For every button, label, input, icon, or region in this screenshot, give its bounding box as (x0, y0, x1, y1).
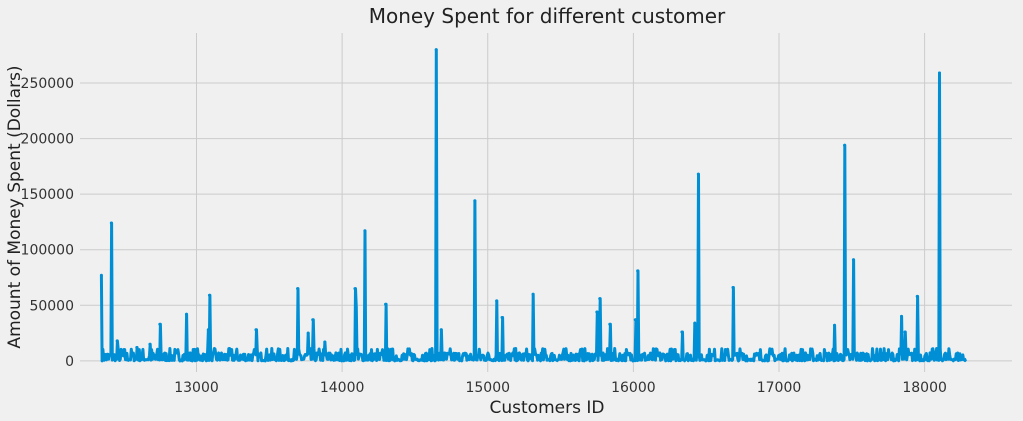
spike-point (473, 199, 477, 203)
grid (80, 33, 1012, 372)
spike-point (184, 312, 188, 316)
spike-point (636, 269, 640, 273)
y-axis-label: Amount of Money Spent (Dollars) (5, 65, 25, 348)
spike-point (598, 297, 602, 301)
y-tick-label: 150000 (21, 187, 74, 203)
spike-point (851, 258, 855, 262)
spike-point (254, 328, 258, 332)
spike-point (608, 322, 612, 326)
spike-point (384, 302, 388, 306)
spike-point (99, 273, 103, 277)
spike-point (595, 310, 599, 314)
spike-point (696, 172, 700, 176)
spike-point (439, 328, 443, 332)
spike-point (633, 318, 637, 322)
series-layer (99, 48, 968, 363)
chart-title: Money Spent for different customer (369, 4, 726, 28)
spike-point (115, 339, 119, 343)
spike-point (903, 330, 907, 334)
y-tick-label: 0 (65, 354, 74, 370)
spike-point (353, 287, 357, 291)
spike-point (363, 229, 367, 233)
spike-point (531, 292, 535, 296)
spike-point (495, 299, 499, 303)
spike-point (500, 316, 504, 320)
x-tick-label: 18000 (902, 380, 947, 396)
x-tick-label: 17000 (757, 380, 802, 396)
spike-point (731, 286, 735, 290)
spike-point (937, 71, 941, 75)
tick-labels: 0 50000 100000 150000 200000 250000 13000 14000… (21, 76, 947, 396)
spike-point (311, 318, 315, 322)
spike-point (296, 287, 300, 291)
spike-point (206, 328, 210, 332)
spike-point (109, 221, 113, 225)
spike-point (915, 294, 919, 298)
x-tick-label: 15000 (465, 380, 510, 396)
y-tick-label: 100000 (21, 243, 74, 259)
spike-point (148, 342, 152, 346)
y-tick-label: 200000 (21, 132, 74, 148)
spike-point (306, 331, 310, 335)
spike-point (207, 293, 211, 297)
spike-point (693, 321, 697, 325)
series-line (99, 48, 968, 363)
x-tick-label: 13000 (174, 380, 219, 396)
x-tick-label: 16000 (611, 380, 656, 396)
spike-point (323, 340, 327, 344)
x-tick-label: 14000 (320, 380, 365, 396)
x-axis-label: Customers ID (490, 398, 605, 418)
spike-point (434, 48, 438, 52)
spike-point (832, 323, 836, 327)
spike-point (680, 330, 684, 334)
spike-point (899, 314, 903, 318)
y-tick-label: 50000 (29, 298, 74, 314)
spike-point (135, 346, 139, 350)
spike-point (843, 143, 847, 147)
spike-point (354, 306, 358, 310)
spike-point (158, 322, 162, 326)
y-tick-label: 250000 (21, 76, 74, 92)
